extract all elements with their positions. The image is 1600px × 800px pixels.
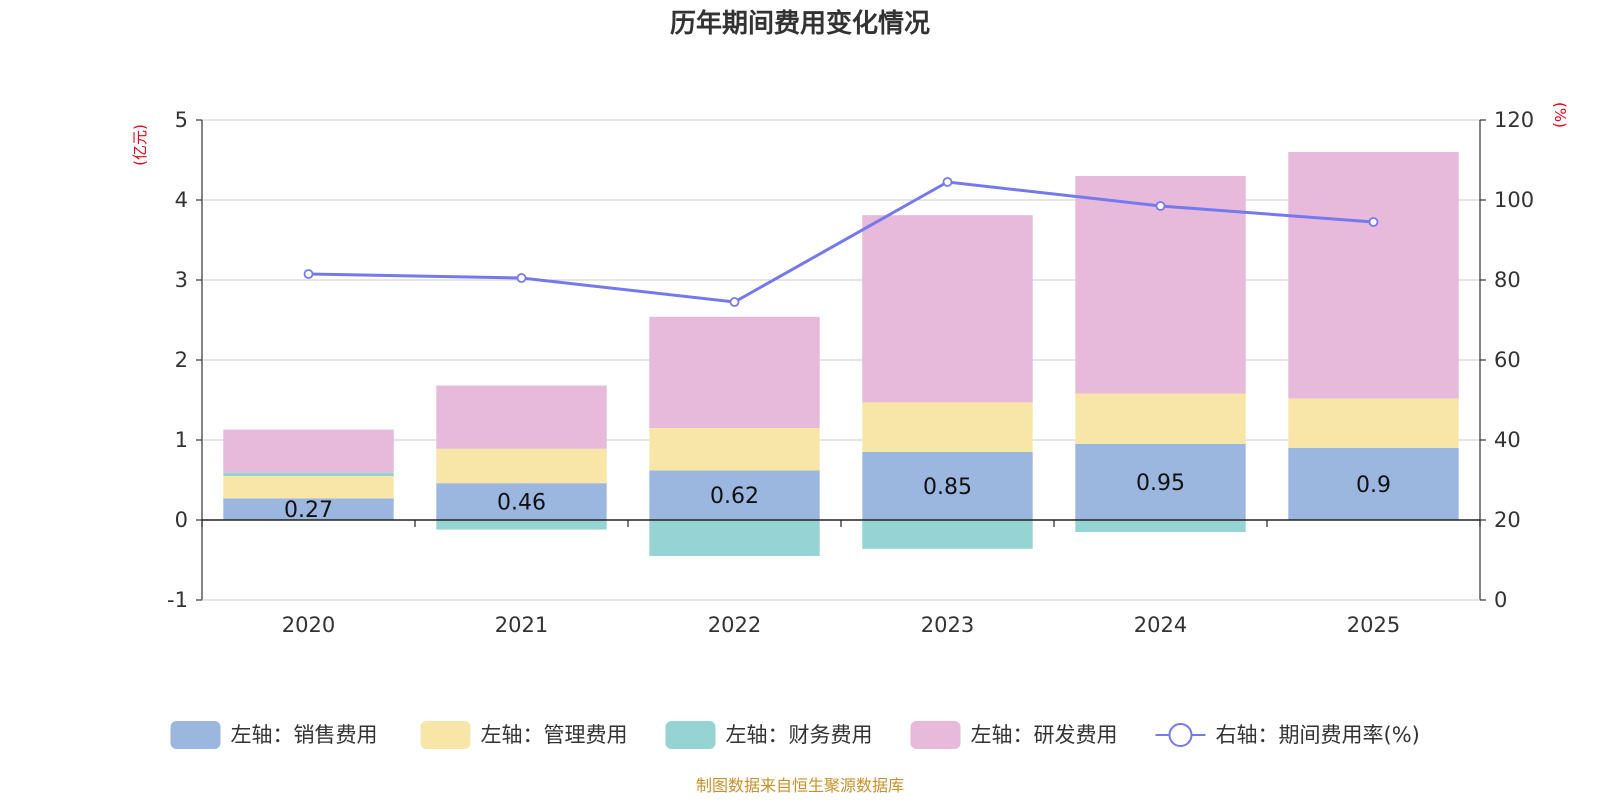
legend-label: 左轴：管理费用 [481,723,628,747]
right-tick-label: 20 [1494,508,1521,532]
data-labels: 0.27 0.46 0.62 0.85 0.95 0.9 [284,471,1391,523]
bar-segment [649,470,820,520]
legend-item[interactable]: 左轴：财务费用 [665,721,873,749]
legend-label: 左轴：研发费用 [971,723,1118,747]
bar-segment [862,215,1033,403]
legend-label: 左轴：财务费用 [726,723,873,747]
right-axis-unit: (%) [1551,102,1569,128]
right-tick-label: 0 [1494,588,1507,612]
bar-data-label: 0.9 [1356,473,1391,498]
x-tick-label: 2021 [495,613,548,637]
bar-segment [436,520,607,530]
left-tick-label: 5 [175,108,188,132]
legend-item[interactable]: 左轴：销售费用 [170,721,378,749]
bar-data-label: 0.62 [710,484,759,509]
x-tick-label: 2022 [708,613,761,637]
legend-swatch [910,721,961,749]
bar-segment [862,452,1033,520]
legend-label: 左轴：销售费用 [231,723,378,747]
bar-segment [436,385,607,449]
bar-data-label: 0.85 [923,475,972,500]
x-tick-label: 2024 [1134,613,1187,637]
bar-segment [223,429,394,473]
bar-segment [1075,393,1246,444]
bar-segment [1075,520,1246,532]
line-point [303,269,314,279]
x-tick-label: 2020 [282,613,335,637]
bar-segment [436,483,607,520]
bar-segment [862,402,1033,452]
left-tick-label: 0 [175,508,188,532]
bar-data-label: 0.46 [497,491,546,516]
right-tick-label: 60 [1494,348,1521,372]
expense-rate-line [303,177,1379,307]
bar-segment [1288,448,1459,520]
legend-swatch [665,721,716,749]
right-tick-label: 120 [1494,108,1534,132]
bar-data-label: 0.27 [284,498,333,523]
bar-segment [223,476,394,499]
bar-segment [223,472,394,476]
line-point [729,297,740,307]
x-tick-label: 2025 [1347,613,1400,637]
legend-swatch [420,721,471,749]
chart-title: 历年期间费用变化情况 [670,8,930,39]
line-point [1368,217,1379,227]
bar-segment [1075,444,1246,520]
x-tick-label: 2023 [921,613,974,637]
bar-data-label: 0.95 [1136,471,1185,496]
legend-item[interactable]: 左轴：管理费用 [420,721,628,749]
bar-segment [223,498,394,520]
line-series-path [308,180,1374,304]
legend-label: 右轴：期间费用率(%) [1216,723,1420,747]
left-tick-label: 3 [175,268,188,292]
left-tick-label: -1 [167,588,188,612]
right-tick-label: 100 [1494,188,1534,212]
right-tick-label: 80 [1494,268,1521,292]
line-point [942,177,953,187]
left-tick-label: 1 [175,428,188,452]
left-axis-unit: (亿元) [131,124,149,166]
line-point [516,273,527,283]
legend-item[interactable]: 左轴：研发费用 [910,721,1118,749]
bar-segment [1288,398,1459,448]
legend: 左轴：销售费用 左轴：管理费用 左轴：财务费用 左轴：研发费用 右轴：期间费用率(%) [170,721,1420,749]
bar-segment [649,520,820,556]
legend-swatch [170,721,221,749]
bar-segment [649,428,820,471]
bar-segment [1288,152,1459,399]
bars [223,152,1459,556]
bar-segment [1075,176,1246,394]
legend-circle-swatch [1168,723,1193,747]
left-tick-label: 2 [175,348,188,372]
left-tick-label: 4 [175,188,188,212]
legend-item[interactable]: 右轴：期间费用率(%) [1155,723,1420,747]
bar-segment [649,316,820,428]
axes: -1 0 1 2 3 4 5 0 20 40 60 80 100 120 2020 2021 2022 2023 2… [167,108,1534,637]
line-point [1155,201,1166,211]
bar-segment [436,448,607,484]
bar-segment [862,520,1033,549]
right-tick-label: 40 [1494,428,1521,452]
source-note: 制图数据来自恒生聚源数据库 [696,776,904,795]
